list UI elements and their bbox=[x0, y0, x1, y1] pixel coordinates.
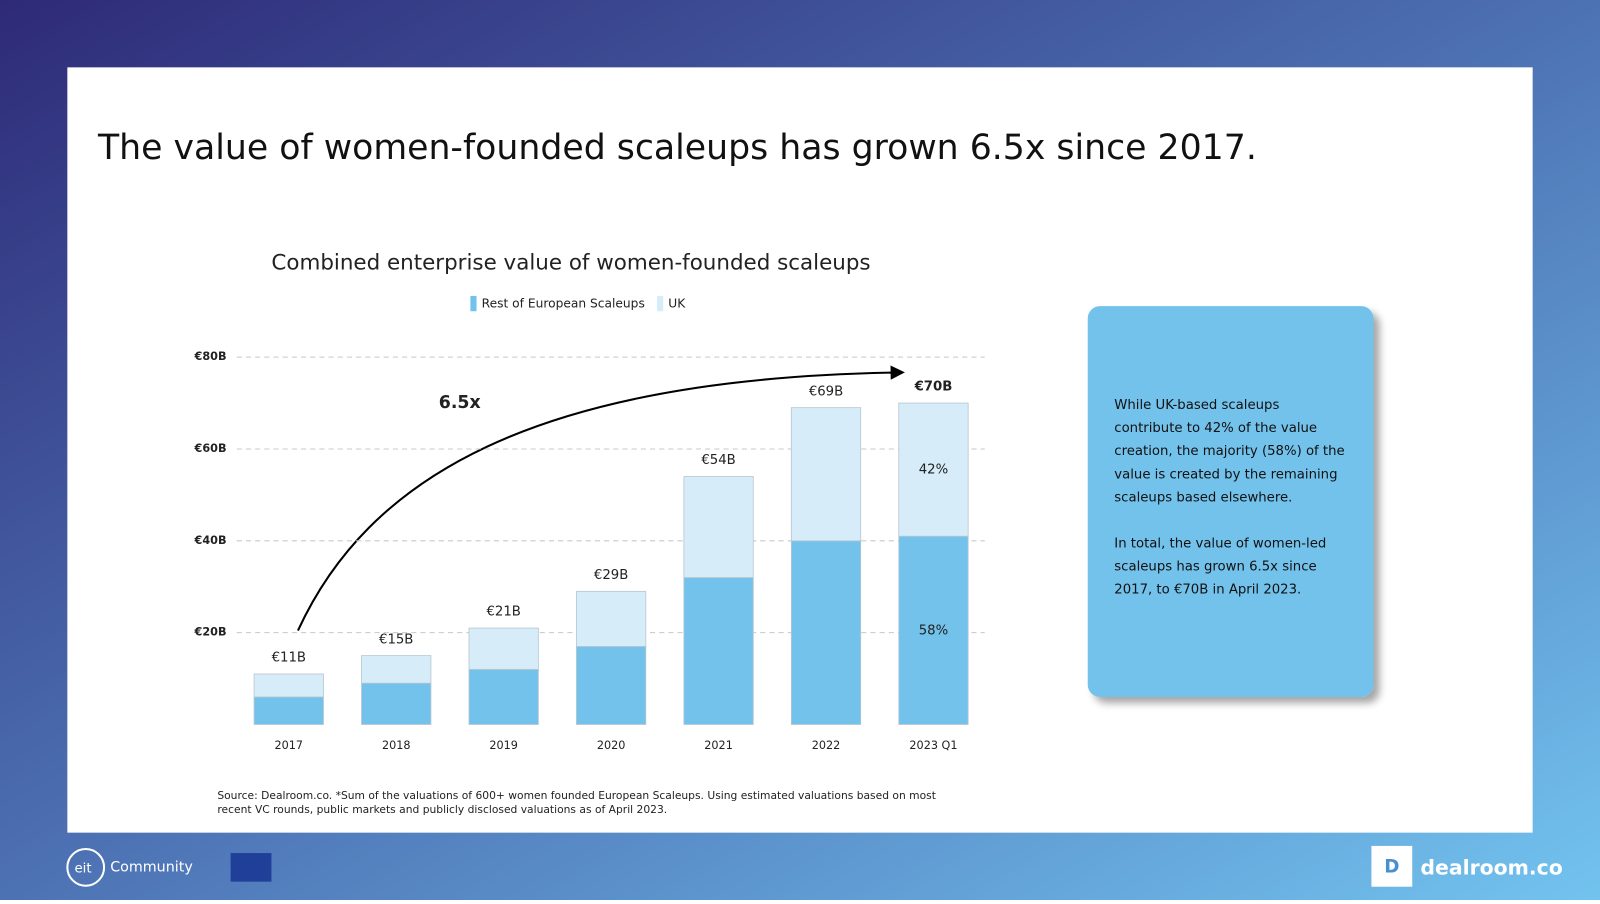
total-label: €70B bbox=[914, 380, 953, 395]
y-tick-label: €60B bbox=[194, 442, 227, 455]
footer-right: dealroom.co bbox=[1420, 855, 1562, 879]
x-tick-label: 2019 bbox=[489, 739, 518, 752]
info-line: scaleups has grown 6.5x since bbox=[1114, 560, 1316, 575]
footer-left: Community bbox=[110, 859, 193, 875]
y-tick-label: €40B bbox=[194, 534, 227, 547]
bar bbox=[468, 668, 539, 725]
total-label: €15B bbox=[379, 632, 413, 647]
eu-flag bbox=[230, 853, 272, 882]
x-tick-label: 2017 bbox=[274, 739, 303, 752]
info-line: In total, the value of women-led bbox=[1114, 536, 1326, 551]
legend-swatch bbox=[657, 295, 664, 312]
info-box bbox=[1087, 306, 1374, 697]
chart-title: Combined enterprise value of women-found… bbox=[271, 250, 870, 275]
bar bbox=[361, 655, 432, 684]
y-tick-label: €80B bbox=[194, 350, 227, 363]
total-label: €54B bbox=[701, 453, 735, 468]
bar bbox=[898, 535, 969, 725]
x-tick-label: 2023 Q1 bbox=[909, 739, 957, 752]
x-tick-label: 2020 bbox=[597, 739, 626, 752]
info-line: While UK-based scaleups bbox=[1114, 398, 1279, 413]
share-label: 58% bbox=[919, 623, 948, 638]
info-line: contribute to 42% of the value bbox=[1114, 421, 1317, 436]
legend-label: Rest of European Scaleups bbox=[482, 297, 645, 311]
total-label: €69B bbox=[809, 384, 843, 399]
info-line: value is created by the remaining bbox=[1114, 467, 1337, 482]
bar bbox=[361, 682, 432, 725]
eit-mark: eit bbox=[74, 861, 91, 876]
info-line: scaleups based elsewhere. bbox=[1114, 490, 1292, 505]
legend-swatch bbox=[470, 295, 477, 312]
growth-arrow bbox=[297, 365, 905, 632]
dealroom-icon bbox=[1371, 845, 1413, 887]
x-tick-label: 2021 bbox=[704, 739, 733, 752]
info-line: creation, the majority (58%) of the bbox=[1114, 444, 1344, 459]
info-line: 2017, to €70B in April 2023. bbox=[1114, 583, 1301, 598]
total-label: €29B bbox=[594, 568, 628, 583]
bar bbox=[468, 627, 539, 670]
bar bbox=[253, 673, 324, 698]
total-label: €21B bbox=[486, 605, 520, 620]
legend-label: UK bbox=[668, 297, 686, 311]
bar bbox=[576, 590, 647, 647]
x-tick-label: 2018 bbox=[382, 739, 411, 752]
total-label: €11B bbox=[272, 651, 306, 666]
bar bbox=[683, 476, 754, 578]
source: recent VC rounds, public markets and pub… bbox=[217, 803, 667, 816]
bar bbox=[790, 540, 862, 725]
bar bbox=[898, 402, 969, 537]
info-text: While UK-based scaleups contribute to 42%… bbox=[1114, 398, 1344, 597]
y-tick-label: €20B bbox=[194, 626, 227, 639]
eit-logo bbox=[66, 847, 106, 887]
share-label: 42% bbox=[919, 463, 948, 478]
bar bbox=[790, 407, 862, 542]
growth-label: 6.5x bbox=[439, 393, 481, 413]
x-tick-label: 2022 bbox=[812, 739, 841, 752]
dealroom-icon-mark: D bbox=[1384, 856, 1399, 877]
bar bbox=[683, 577, 754, 725]
source: Source: Dealroom.co. *Sum of the valuati… bbox=[217, 789, 936, 802]
bar bbox=[576, 646, 647, 725]
slide-title: The value of women-founded scaleups has … bbox=[97, 128, 1257, 168]
bar bbox=[253, 696, 324, 725]
